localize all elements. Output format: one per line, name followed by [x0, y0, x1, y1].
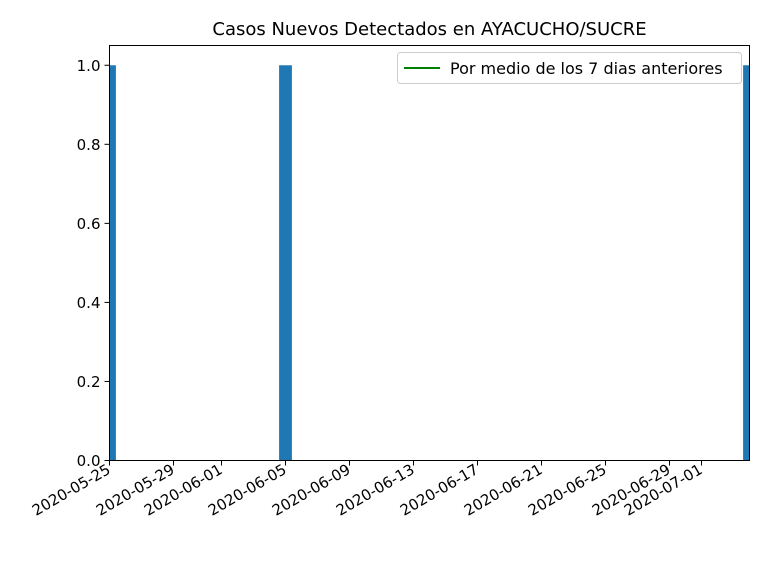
y-tick-label: 0.6: [77, 215, 101, 233]
chart-title: Casos Nuevos Detectados en AYACUCHO/SUCR…: [212, 19, 646, 40]
y-tick-label: 0.8: [77, 136, 101, 154]
y-tick-label: 0.0: [77, 452, 101, 470]
bar: [109, 65, 116, 461]
y-axis: 0.0 0.2 0.4 0.6 0.8 1.0: [77, 57, 110, 470]
y-tick-label: 0.2: [77, 373, 101, 391]
y-tick-label: 1.0: [77, 57, 101, 75]
bar: [743, 65, 750, 461]
legend: Por medio de los 7 dias anteriores: [397, 52, 742, 84]
x-axis: 2020-05-252020-05-292020-06-012020-06-05…: [29, 460, 706, 519]
bar: [279, 65, 292, 461]
legend-label: Por medio de los 7 dias anteriores: [450, 59, 723, 78]
legend-box: [397, 52, 742, 84]
bars: [109, 65, 750, 461]
y-tick-label: 0.4: [77, 294, 101, 312]
plot-frame: [109, 45, 750, 461]
